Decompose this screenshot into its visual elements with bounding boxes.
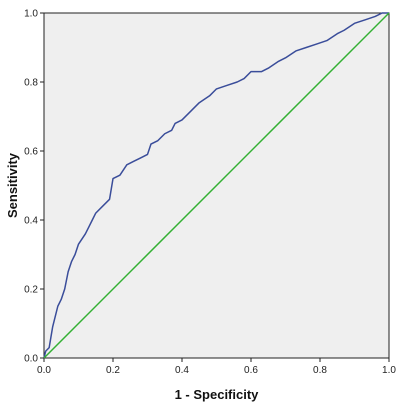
y-tick-label: 1.0 [24,9,38,20]
roc-curve-line [43,12,389,359]
x-axis-title: 1 - Specificity [175,387,260,402]
y-axis-title: Sensitivity [5,152,20,218]
x-tick-label: 0.4 [175,365,189,376]
ticks-layer: 0.0 0.2 0.4 0.6 0.8 1.0 0.0 0.2 0.4 0.6 0.8 1.0 [24,9,396,377]
x-tick-label: 0.0 [37,365,51,376]
curves-layer [43,12,390,359]
y-tick-label: 0.0 [24,354,38,365]
y-tick-label: 0.4 [24,216,38,227]
x-tick-label: 1.0 [382,365,396,376]
x-tick-label: 0.2 [106,365,120,376]
y-tick-label: 0.2 [24,285,38,296]
y-tick-label: 0.8 [24,78,38,89]
x-tick-label: 0.8 [313,365,327,376]
reference-diagonal-line [43,12,390,359]
y-tick-label: 0.6 [24,147,38,158]
x-tick-label: 0.6 [244,365,258,376]
